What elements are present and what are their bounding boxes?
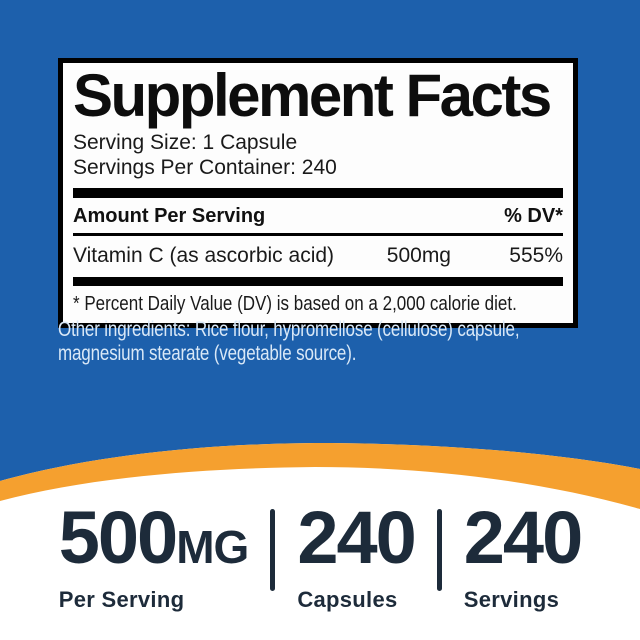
stat-per-serving-number: 500MG xyxy=(59,501,250,582)
stat-capsules: 240 Capsules xyxy=(297,501,416,613)
stat-servings: 240 Servings xyxy=(463,501,583,613)
stat-value: 240 xyxy=(463,496,583,579)
percent-dv-header: % DV* xyxy=(504,205,563,227)
nutrient-name: Vitamin C (as ascorbic acid) xyxy=(73,244,335,267)
serving-size-line: Serving Size: 1 Capsule xyxy=(73,131,298,154)
stat-capsules-label: Capsules xyxy=(297,587,398,612)
orange-wave-shape xyxy=(0,443,640,509)
stat-per-serving-label: Per Serving xyxy=(58,587,185,612)
stat-unit: MG xyxy=(176,521,249,573)
thick-divider-bar-bottom xyxy=(73,277,563,286)
stat-divider xyxy=(270,509,276,591)
stat-servings-label: Servings xyxy=(463,587,560,612)
other-ingredients-text: Other ingredients: Rice flour, hypromell… xyxy=(58,318,520,365)
supplement-facts-title: Supplement Facts xyxy=(73,62,552,129)
nutrient-amount: 500mg xyxy=(386,244,451,267)
stats-row: 500MG Per Serving 240 Capsules 240 Servi… xyxy=(0,501,640,613)
amount-per-serving-header: Amount Per Serving xyxy=(73,205,266,227)
supplement-facts-panel: Supplement Facts Serving Size: 1 Capsule… xyxy=(58,58,578,328)
thick-divider-bar-top xyxy=(73,188,563,198)
column-header-row: Amount Per Serving % DV* xyxy=(73,198,563,236)
nutrient-dv-value: 555% xyxy=(509,244,563,267)
nutrient-row-vitamin-c: Vitamin C (as ascorbic acid) 500mg 555% xyxy=(73,236,563,277)
servings-per-container-line: Servings Per Container: 240 xyxy=(73,156,337,179)
stat-value: 500 xyxy=(58,496,178,579)
dv-footnote: * Percent Daily Value (DV) is based on a… xyxy=(73,293,517,315)
stat-capsules-number: 240 xyxy=(297,501,416,582)
stat-value: 240 xyxy=(297,496,416,579)
stat-divider xyxy=(436,509,442,591)
stat-servings-number: 240 xyxy=(464,501,583,582)
stat-per-serving: 500MG Per Serving xyxy=(58,501,250,613)
